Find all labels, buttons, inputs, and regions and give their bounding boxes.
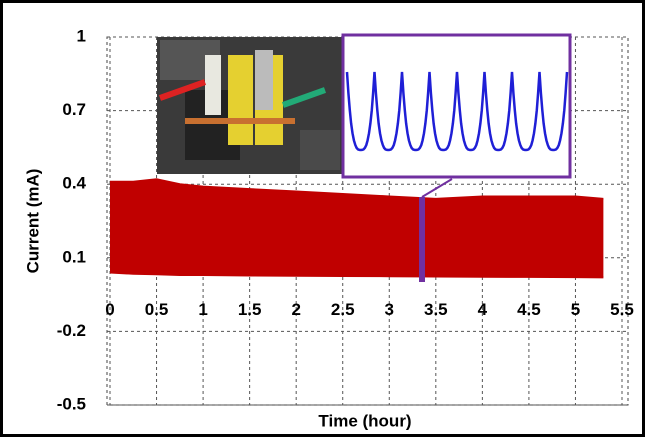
x-tick-label: 5.5	[610, 300, 634, 319]
x-tick-label: 0.5	[145, 300, 169, 319]
y-tick-label: 0.4	[62, 174, 86, 193]
x-tick-label: 1	[198, 300, 207, 319]
x-tick-label: 5	[571, 300, 580, 319]
x-tick-label: 2.5	[331, 300, 355, 319]
x-tick-label: 4	[478, 300, 488, 319]
zoom-connector	[421, 178, 453, 198]
y-tick-label: -0.5	[57, 394, 86, 413]
x-tick-label: 4.5	[517, 300, 541, 319]
x-tick-label: 0	[105, 300, 114, 319]
y-tick-label: 0.1	[62, 247, 86, 266]
y-axis-label: Current (mA)	[23, 169, 42, 274]
x-tick-label: 2	[291, 300, 300, 319]
zoom-inset	[341, 33, 572, 179]
x-tick-label: 3.5	[424, 300, 448, 319]
y-tick-label: 0.7	[62, 100, 86, 119]
x-tick-label: 3	[385, 300, 394, 319]
x-tick-label: 1.5	[238, 300, 262, 319]
y-tick-label: -0.2	[57, 321, 86, 340]
x-axis-label: Time (hour)	[318, 411, 411, 430]
photo-inset	[157, 37, 343, 174]
current-band	[110, 179, 604, 278]
y-tick-label: 1	[77, 26, 86, 45]
